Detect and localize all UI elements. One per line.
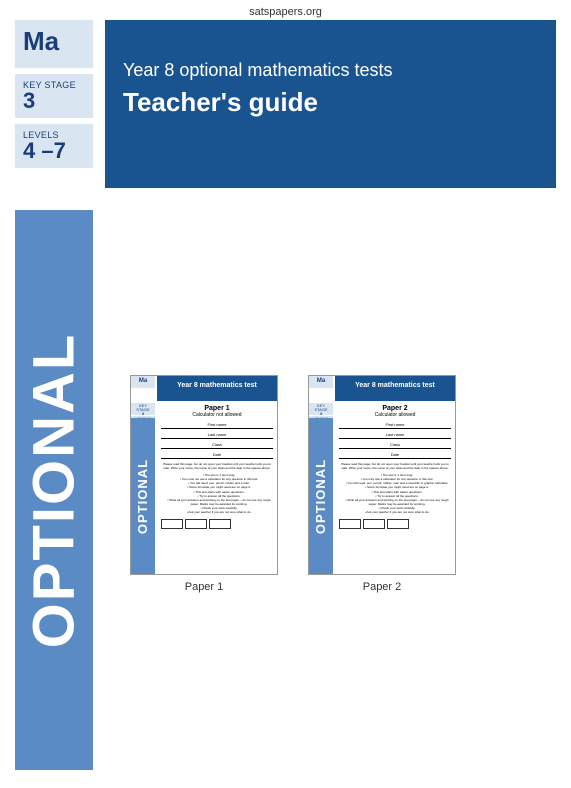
thumb-calc: Calculator not allowed [161, 412, 273, 418]
optional-text: OPTIONAL [21, 332, 88, 648]
thumb-field: Last name [161, 432, 273, 439]
optional-sidebar: OPTIONAL [15, 210, 93, 770]
thumb-mark-boxes [161, 519, 273, 529]
thumb-bullets: The test is 1 hour long. You may use a c… [343, 473, 451, 515]
thumb-box [209, 519, 231, 529]
thumb-header: Ma Year 8 mathematics test [309, 376, 455, 401]
thumb-bullet: Ask your teacher if you are not sure wha… [165, 510, 273, 514]
thumb-ma: Ma [131, 376, 155, 388]
thumb-title: Year 8 mathematics test [157, 376, 277, 401]
levels-box: LEVELS 4 –7 [15, 124, 93, 168]
site-header: satspapers.org [0, 0, 571, 20]
paper-thumbnail-1: Ma Year 8 mathematics test KEY STAGE3 LE… [130, 375, 278, 575]
thumb-field: Class [161, 442, 273, 449]
thumb-paper-label: Paper 1 [161, 405, 273, 412]
thumb-instructions: Please read this page, but do not open y… [339, 463, 451, 471]
thumb-bullet: Ask your teacher if you are not sure wha… [343, 510, 451, 514]
thumb-optional-bar: OPTIONAL [131, 418, 155, 574]
papers-area: Ma Year 8 mathematics test KEY STAGE3 LE… [130, 375, 456, 593]
thumb-field: Last name [339, 432, 451, 439]
thumb-bullet: Write all your answers and working on th… [165, 498, 273, 506]
paper-caption-1: Paper 1 [130, 581, 278, 593]
thumb-left-labels: Ma [131, 376, 155, 401]
key-stage-box: KEY STAGE 3 [15, 74, 93, 118]
subject-code: Ma [23, 26, 85, 57]
thumb-ks: KEY STAGE3 [131, 403, 155, 415]
thumb-optional-text: OPTIONAL [136, 458, 151, 533]
thumb-header: Ma Year 8 mathematics test [131, 376, 277, 401]
thumb-field: First name [161, 422, 273, 429]
thumb-mark-boxes [339, 519, 451, 529]
thumb-box [339, 519, 361, 529]
title-block: Year 8 optional mathematics tests Teache… [105, 20, 556, 188]
thumb-ma: Ma [309, 376, 333, 388]
thumb-optional-text: OPTIONAL [314, 458, 329, 533]
levels-value: 4 –7 [23, 140, 85, 162]
thumb-box [387, 519, 409, 529]
thumb-body: Paper 1 Calculator not allowed First nam… [157, 402, 277, 532]
thumb-box [185, 519, 207, 529]
thumb-body: Paper 2 Calculator allowed First name La… [335, 402, 455, 532]
paper-caption-2: Paper 2 [308, 581, 456, 593]
paper-thumbnail-2: Ma Year 8 mathematics test KEY STAGE3 LE… [308, 375, 456, 575]
thumb-bullet: Write all your answers and working on th… [343, 498, 451, 506]
left-label-column: Ma KEY STAGE 3 LEVELS 4 –7 [15, 20, 93, 188]
paper-wrap-2: Ma Year 8 mathematics test KEY STAGE3 LE… [308, 375, 456, 593]
thumb-field: Date [161, 452, 273, 459]
thumb-title: Year 8 mathematics test [335, 376, 455, 401]
thumb-box [161, 519, 183, 529]
title-line2: Teacher's guide [123, 87, 538, 118]
thumb-instructions: Please read this page, but do not open y… [161, 463, 273, 471]
subject-label-box: Ma [15, 20, 93, 68]
thumb-ks: KEY STAGE3 [309, 403, 333, 415]
key-stage-value: 3 [23, 90, 85, 112]
thumb-field: Date [339, 452, 451, 459]
title-line1: Year 8 optional mathematics tests [123, 60, 538, 81]
thumb-optional-bar: OPTIONAL [309, 418, 333, 574]
thumb-field: First name [339, 422, 451, 429]
top-row: Ma KEY STAGE 3 LEVELS 4 –7 Year 8 option… [0, 20, 571, 188]
paper-wrap-1: Ma Year 8 mathematics test KEY STAGE3 LE… [130, 375, 278, 593]
thumb-paper-label: Paper 2 [339, 405, 451, 412]
thumb-left-labels: Ma [309, 376, 333, 401]
thumb-field: Class [339, 442, 451, 449]
thumb-bullets: The test is 1 hour long. You must not us… [165, 473, 273, 515]
thumb-box [363, 519, 385, 529]
thumb-calc: Calculator allowed [339, 412, 451, 418]
